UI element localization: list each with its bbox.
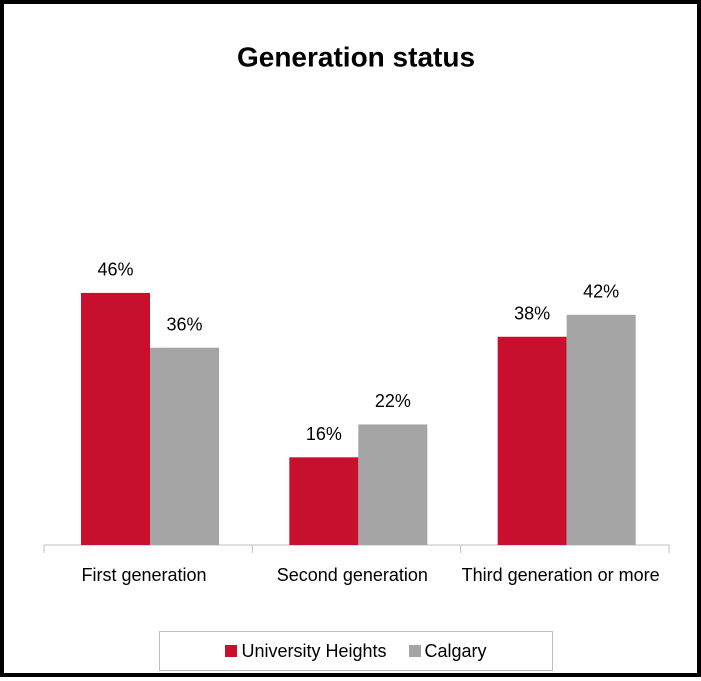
- bar: [289, 457, 359, 545]
- legend-label: University Heights: [241, 640, 387, 661]
- bar: [81, 292, 150, 545]
- legend-item: University Heights: [225, 640, 387, 662]
- data-label: 36%: [166, 314, 202, 334]
- legend-item: Calgary: [408, 640, 487, 662]
- bar: [497, 336, 567, 545]
- legend-swatch: [408, 645, 421, 657]
- data-label: 42%: [583, 282, 619, 302]
- x-tick-label: Second generation: [276, 565, 428, 585]
- bar: [150, 347, 219, 545]
- bar: [358, 424, 428, 545]
- x-tick-label: First generation: [81, 565, 207, 585]
- chart-title: Generation status: [237, 41, 475, 72]
- legend-swatch: [225, 645, 238, 657]
- legend: University Heights Calgary: [159, 631, 553, 671]
- chart: Generation status 46% 16% 38% 36% 22% 42%: [43, 41, 670, 553]
- bar: [566, 314, 636, 545]
- data-label: 46%: [97, 260, 133, 280]
- legend-label: Calgary: [424, 640, 487, 661]
- data-label: 22%: [375, 391, 411, 411]
- data-label: 16%: [306, 424, 342, 444]
- data-label: 38%: [514, 304, 550, 324]
- x-tick-label: Third generation or more: [461, 565, 660, 585]
